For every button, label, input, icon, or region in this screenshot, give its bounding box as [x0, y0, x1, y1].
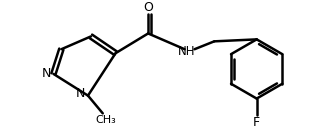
Text: N: N	[42, 67, 51, 80]
Text: O: O	[143, 1, 153, 14]
Text: CH₃: CH₃	[95, 115, 116, 125]
Text: F: F	[253, 116, 260, 129]
Text: N: N	[75, 87, 85, 100]
Text: NH: NH	[178, 45, 195, 58]
